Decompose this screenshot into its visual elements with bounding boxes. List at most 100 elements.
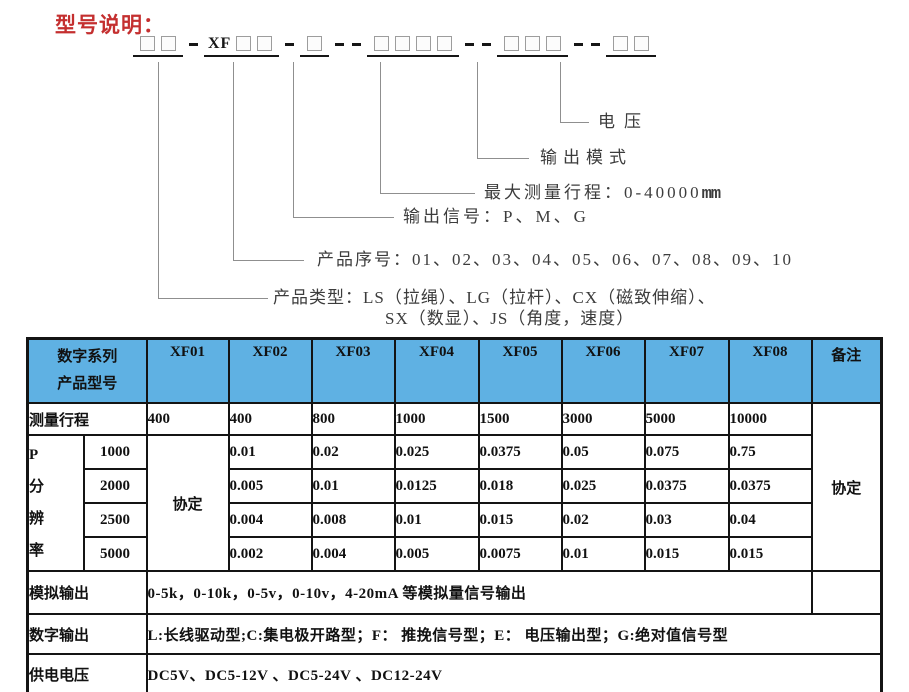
callout-line-product-type [158, 62, 268, 299]
model-digit-box [257, 36, 273, 51]
digital-output-value-cell: L:长线驱动型;C:集电极开路型；F： 推挽信号型；E： 电压输出型；G:绝对值… [145, 613, 883, 655]
model-field-group [300, 36, 330, 57]
header-cell-remark: 备注 [810, 337, 883, 404]
resolution-value-cell: 0.004 [227, 502, 313, 538]
callout-label-max-travel: 最大测量行程：0-40000mm [484, 183, 721, 204]
travel-value-cell: 400 [145, 402, 230, 436]
model-field-group [133, 36, 183, 57]
resolution-label-char-3: 辨 [29, 511, 45, 527]
dash-separator [482, 43, 492, 46]
header-series-line-1: 数字系列 [57, 349, 118, 365]
callout-label-product-serial: 产品序号：01、02、03、04、05、06、07、08、09、10 [317, 250, 793, 269]
header-cell-xf05: XF05 [477, 337, 563, 404]
callout-line-output-mode [477, 62, 529, 159]
resolution-value-cell: 0.0375 [727, 468, 813, 504]
resolution-value-cell: 0.015 [643, 536, 730, 572]
resolution-value-cell: 0.01 [393, 502, 480, 538]
header-cell-xf06: XF06 [560, 337, 646, 404]
header-cell-xf08: XF08 [727, 337, 813, 404]
resolution-value-cell: 0.015 [477, 502, 563, 538]
analog-output-label-cell: 模拟输出 [26, 570, 148, 615]
travel-value-cell: 5000 [643, 402, 730, 436]
resolution-label-char-2: 分 [29, 479, 45, 495]
resolution-value-cell: 0.005 [227, 468, 313, 504]
resolution-row: 2500 0.004 0.008 0.01 0.015 0.02 0.03 0.04 [28, 502, 882, 538]
model-digit-box [140, 36, 155, 51]
resolution-value-cell: 0.01 [310, 468, 396, 504]
header-cell-xf03: XF03 [310, 337, 396, 404]
digital-output-label-cell: 数字输出 [26, 613, 148, 655]
travel-value-cell: 400 [227, 402, 313, 436]
callout-label-voltage: 电压 [598, 112, 650, 131]
model-digit-box [525, 36, 541, 51]
page-title: 型号说明： [55, 14, 165, 37]
model-digit-box [161, 36, 176, 51]
resolution-row: 2000 0.005 0.01 0.0125 0.018 0.025 0.0375 0.037… [28, 468, 882, 504]
digital-output-row: 数字输出 L:长线驱动型;C:集电极开路型；F： 推挽信号型；E： 电压输出型；G… [26, 613, 883, 655]
header-cell-xf07: XF07 [643, 337, 730, 404]
callout-label-output-signal: 输出信号：P、M、G [403, 207, 589, 226]
model-number-format: XF [131, 36, 658, 57]
resolution-value-cell: 0.01 [560, 536, 646, 572]
header-cell-xf04: XF04 [393, 337, 480, 404]
model-digit-box [546, 36, 562, 51]
resolution-row: 5000 0.002 0.004 0.005 0.0075 0.01 0.015 0.015 [28, 536, 882, 572]
resolution-value-cell: 0.0075 [477, 536, 563, 572]
resolution-value-cell: 0.075 [643, 434, 730, 470]
callout-label-product-type: 产品类型：LS（拉绳）、LG（拉杆）、CX（磁致伸缩）、 SX（数显）、JS（角度… [273, 288, 716, 328]
xf01-agreement-cell: 协定 [145, 434, 230, 572]
resolution-value-cell: 0.018 [477, 468, 563, 504]
model-digit-box [236, 36, 252, 51]
analog-output-value-cell: 0-5k，0-10k，0-5v，0-10v，4-20mA 等模拟量信号输出 [145, 570, 813, 615]
analog-output-remark-cell [810, 570, 883, 615]
model-digit-box [634, 36, 650, 51]
spec-table: 数字系列产品型号 XF01 XF02 XF03 XF04 XF05 XF06 XF07 XF08… [26, 337, 884, 692]
model-digit-box [613, 36, 629, 51]
unit-mm: mm [701, 185, 721, 204]
resolution-value-cell: 0.004 [310, 536, 396, 572]
resolution-freq-cell: 5000 [82, 536, 148, 572]
supply-voltage-value-cell: DC5V、DC5-12V 、DC5-24V 、DC12-24V [145, 653, 883, 692]
model-digit-box [307, 36, 323, 51]
model-digit-box [395, 36, 411, 51]
resolution-label-char-4: 率 [29, 543, 45, 559]
header-cell-xf02: XF02 [227, 337, 313, 404]
resolution-value-cell: 0.04 [727, 502, 813, 538]
resolution-freq-cell: 2000 [82, 468, 148, 504]
model-field-group [367, 36, 460, 57]
dash-separator [465, 43, 475, 46]
resolution-value-cell: 0.05 [560, 434, 646, 470]
supply-voltage-label-cell: 供电电压 [26, 653, 148, 692]
model-digit-box [374, 36, 390, 51]
callout-label-output-mode: 输出模式 [540, 148, 632, 167]
dash-separator [189, 43, 198, 46]
header-series-line-2: 产品型号 [57, 376, 118, 392]
resolution-freq-cell: 2500 [82, 502, 148, 538]
travel-value-cell: 3000 [560, 402, 646, 436]
model-digit-box [504, 36, 520, 51]
resolution-value-cell: 0.02 [560, 502, 646, 538]
header-cell-xf01: XF01 [145, 337, 230, 404]
callout-line-output-signal [293, 62, 394, 218]
dash-separator [335, 43, 345, 46]
supply-voltage-row: 供电电压 DC5V、DC5-12V 、DC5-24V 、DC12-24V [26, 653, 883, 692]
model-field-group [606, 36, 657, 57]
remark-agreement-cell: 协定 [810, 402, 883, 572]
travel-value-cell: 800 [310, 402, 396, 436]
travel-value-cell: 10000 [727, 402, 813, 436]
resolution-row: P 分辨率 1000 协定 0.01 0.02 0.025 0.0375 0.05 0.075 0.… [26, 434, 882, 572]
resolution-freq-cell: 1000 [82, 434, 148, 470]
dash-separator [285, 43, 295, 46]
resolution-value-cell: 0.015 [727, 536, 813, 572]
resolution-value-cell: 0.01 [227, 434, 313, 470]
model-field-group [497, 36, 569, 57]
travel-label-cell: 测量行程 [26, 402, 148, 436]
callout-line-max-travel [380, 62, 475, 194]
callout-line-voltage [560, 62, 589, 123]
resolution-label-char-1: P [29, 447, 39, 463]
resolution-value-cell: 0.0125 [393, 468, 480, 504]
resolution-value-cell: 0.002 [227, 536, 313, 572]
resolution-value-cell: 0.0375 [643, 468, 730, 504]
